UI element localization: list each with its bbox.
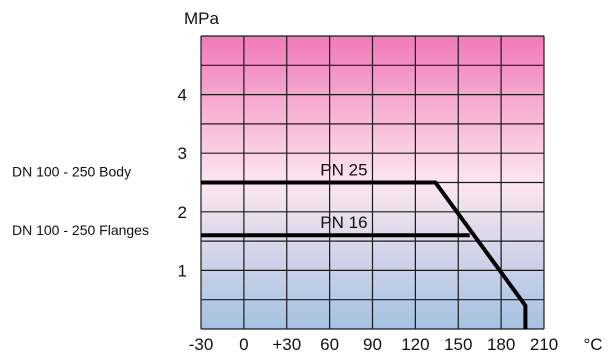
x-tick-label: -30 <box>189 335 214 354</box>
series-label-pn16: PN 16 <box>320 213 367 232</box>
x-tick-label: 90 <box>363 335 382 354</box>
x-tick-label: 210 <box>530 335 558 354</box>
side-labels: DN 100 - 250 Body DN 100 - 250 Flanges <box>12 164 149 239</box>
x-tick-label: 60 <box>320 335 339 354</box>
series-labels: PN 25 PN 16 <box>320 160 367 232</box>
x-tick-label: 150 <box>444 335 472 354</box>
y-axis-unit-label: MPa <box>184 9 220 28</box>
y-tick-label: 1 <box>178 261 187 280</box>
y-tick-label: 3 <box>178 144 187 163</box>
x-tick-label: 180 <box>487 335 515 354</box>
y-tick-labels: 1 2 3 4 <box>178 86 187 281</box>
side-label-body: DN 100 - 250 Body <box>12 164 131 180</box>
y-tick-label: 4 <box>178 86 187 105</box>
x-tick-labels: -30 0 +30 60 90 120 150 180 210 <box>189 335 558 354</box>
x-tick-label: +30 <box>272 335 301 354</box>
series-lines <box>201 180 528 329</box>
series-line-pn25 <box>201 180 528 329</box>
x-axis-unit-label: °C <box>583 335 602 354</box>
series-label-pn25: PN 25 <box>320 160 367 179</box>
x-tick-label: 120 <box>401 335 429 354</box>
y-tick-label: 2 <box>178 203 187 222</box>
side-label-flanges: DN 100 - 250 Flanges <box>12 222 149 238</box>
x-tick-label: 0 <box>239 335 248 354</box>
